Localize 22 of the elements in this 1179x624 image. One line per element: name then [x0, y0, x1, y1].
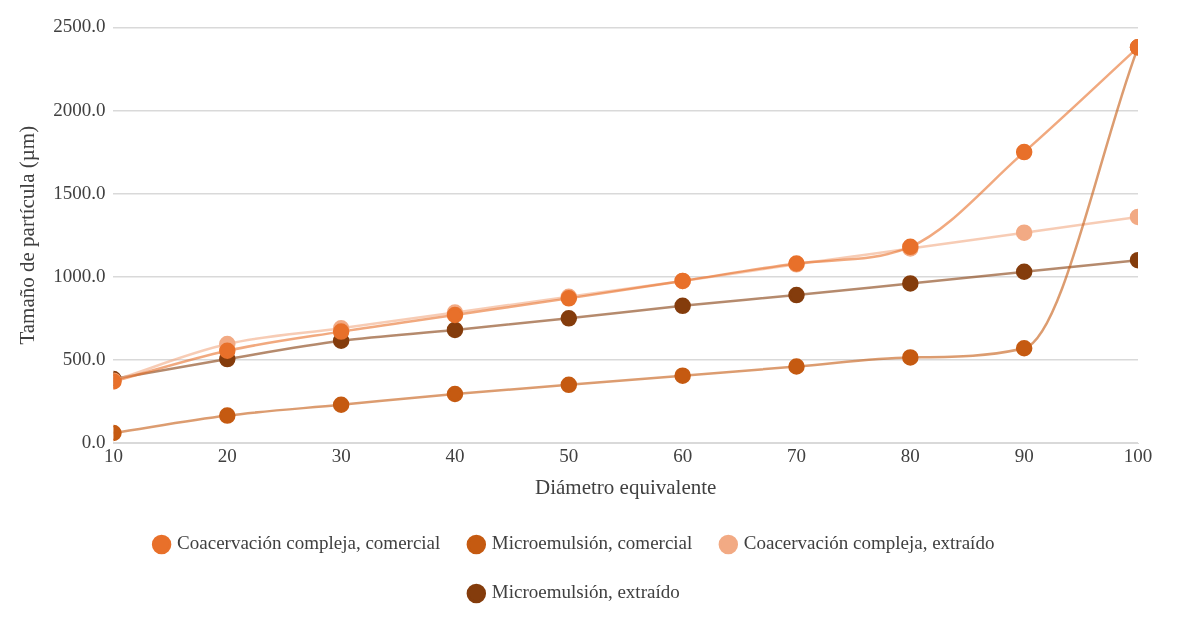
x-tick-label: 50 [559, 445, 579, 467]
y-tick-label: 1500.0 [53, 181, 106, 203]
legend-label: Microemulsión, extraído [491, 581, 680, 603]
x-tick-label: 90 [1014, 445, 1034, 467]
x-tick-label: 60 [673, 445, 693, 467]
x-tick-label: 100 [1123, 445, 1153, 467]
y-axis-title: Tamaño de partícula (µm) [15, 125, 40, 345]
x-tick-label: 30 [331, 445, 351, 467]
y-tick-label: 1000.0 [53, 264, 106, 286]
legend-label: Coacervación compleja, comercial [177, 532, 441, 554]
y-tick-label: 2000.0 [53, 98, 106, 120]
x-tick-label: 40 [445, 445, 465, 467]
legend-label: Coacervación compleja, extraído [743, 532, 995, 554]
x-tick-label: 80 [900, 445, 920, 467]
x-axis-title: Diámetro equivalente [535, 474, 717, 499]
legend-label: Microemulsión, comercial [491, 532, 693, 554]
x-tick-label: 20 [217, 445, 237, 467]
y-tick-label: 500.0 [62, 347, 106, 369]
y-tick-label: 0.0 [81, 430, 106, 452]
x-tick-label: 10 [103, 445, 123, 467]
x-tick-label: 70 [786, 445, 806, 467]
y-tick-label: 2500.0 [53, 15, 106, 37]
